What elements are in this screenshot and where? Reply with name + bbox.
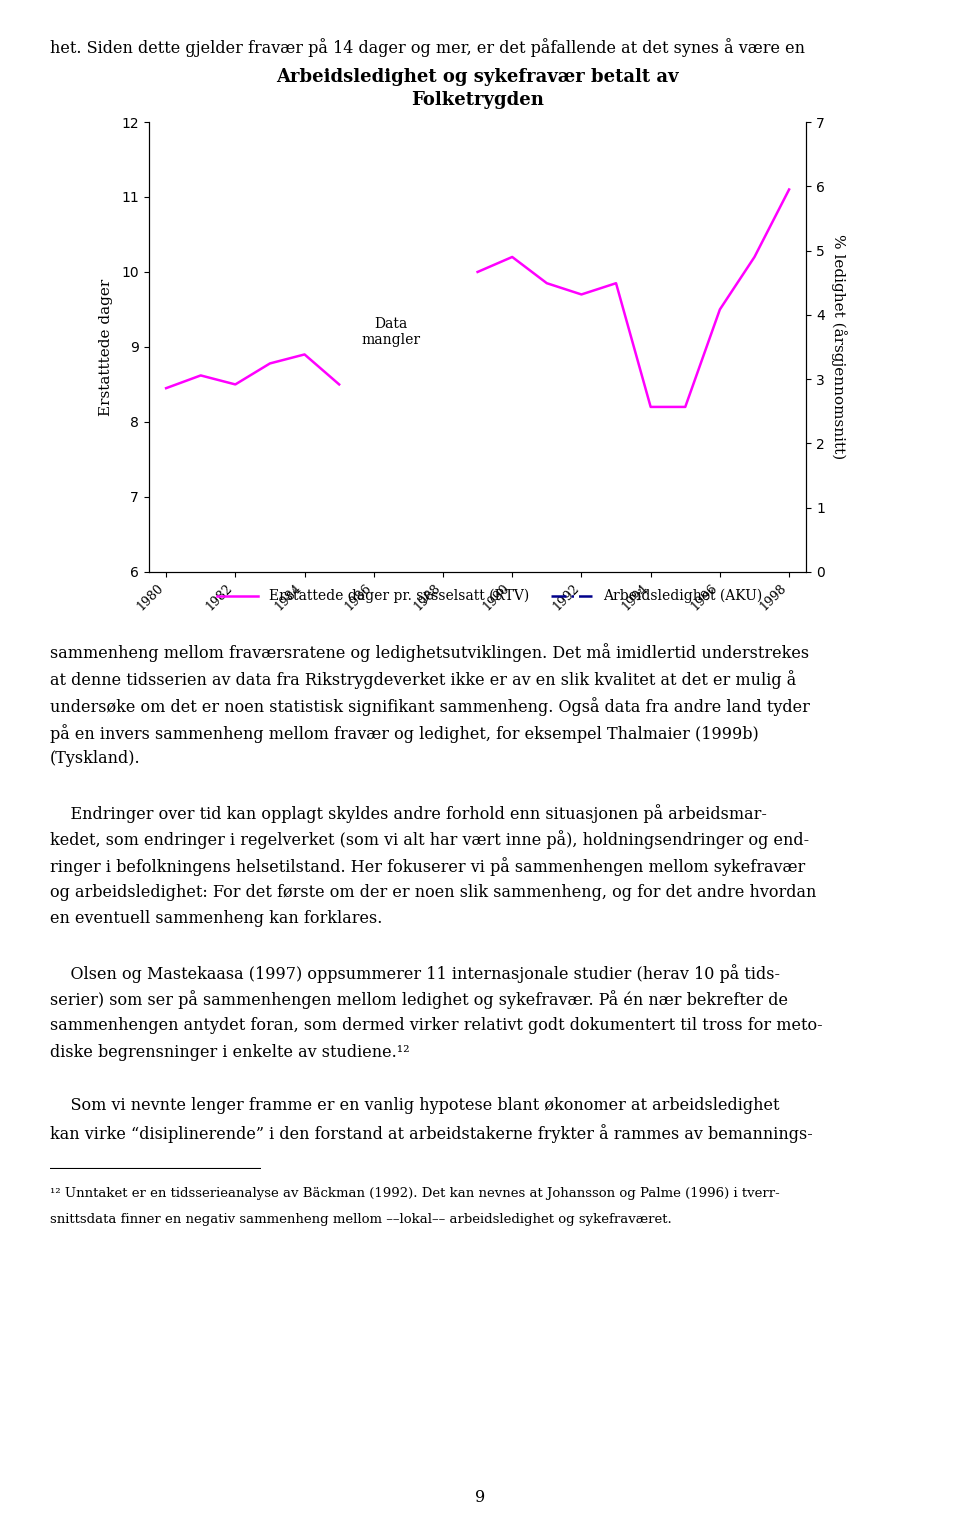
Text: og arbeidsledighet: For det første om der er noen slik sammenheng, og for det an: og arbeidsledighet: For det første om de…	[50, 884, 816, 901]
Text: ringer i befolkningens helsetilstand. Her fokuserer vi på sammenhengen mellom sy: ringer i befolkningens helsetilstand. He…	[50, 857, 805, 875]
Y-axis label: % ledighet (årsgjennomsnitt): % ledighet (årsgjennomsnitt)	[831, 235, 848, 459]
Legend: Erstattede dager pr. sysselsatt (RTV), Arbeidsledighet (AKU): Erstattede dager pr. sysselsatt (RTV), A…	[217, 589, 762, 604]
Text: sammenhengen antydet foran, som dermed virker relativt godt dokumentert til tros: sammenhengen antydet foran, som dermed v…	[50, 1017, 823, 1034]
Text: på en invers sammenheng mellom fravær og ledighet, for eksempel Thalmaier (1999b: på en invers sammenheng mellom fravær og…	[50, 724, 758, 743]
Text: Olsen og Mastekaasa (1997) oppsummerer 11 internasjonale studier (herav 10 på ti: Olsen og Mastekaasa (1997) oppsummerer 1…	[50, 964, 780, 982]
Text: (Tyskland).: (Tyskland).	[50, 750, 140, 767]
Text: sammenheng mellom fraværsratene og ledighetsutviklingen. Det må imidlertid under: sammenheng mellom fraværsratene og ledig…	[50, 644, 809, 662]
Text: 9: 9	[475, 1488, 485, 1507]
Text: Data
mangler: Data mangler	[362, 317, 420, 348]
Y-axis label: Erstatttede dager: Erstatttede dager	[99, 278, 113, 415]
Text: undersøke om det er noen statistisk signifikant sammenheng. Også data fra andre : undersøke om det er noen statistisk sign…	[50, 697, 810, 715]
Text: Endringer over tid kan opplagt skyldes andre forhold enn situasjonen på arbeidsm: Endringer over tid kan opplagt skyldes a…	[50, 804, 767, 822]
Title: Arbeidsledighet og sykefravær betalt av
Folketrygden: Arbeidsledighet og sykefravær betalt av …	[276, 67, 679, 110]
Text: snittsdata finner en negativ sammenheng mellom ––lokal–– arbeidsledighet og syke: snittsdata finner en negativ sammenheng …	[50, 1212, 672, 1226]
Text: Som vi nevnte lenger framme er en vanlig hypotese blant økonomer at arbeidsledig: Som vi nevnte lenger framme er en vanlig…	[50, 1098, 780, 1115]
Text: ¹² Unntaket er en tidsserieanalyse av Bäckman (1992). Det kan nevnes at Johansso: ¹² Unntaket er en tidsserieanalyse av Bä…	[50, 1188, 780, 1200]
Text: kan virke “disiplinerende” i den forstand at arbeidstakerne frykter å rammes av : kan virke “disiplinerende” i den forstan…	[50, 1124, 813, 1142]
Text: serier) som ser på sammenhengen mellom ledighet og sykefravær. På én nær bekreft: serier) som ser på sammenhengen mellom l…	[50, 991, 788, 1010]
Text: at denne tidsserien av data fra Rikstrygdeverket ikke er av en slik kvalitet at : at denne tidsserien av data fra Rikstryg…	[50, 671, 796, 689]
Text: het. Siden dette gjelder fravær på 14 dager og mer, er det påfallende at det syn: het. Siden dette gjelder fravær på 14 da…	[50, 38, 804, 56]
Text: en eventuell sammenheng kan forklares.: en eventuell sammenheng kan forklares.	[50, 910, 382, 927]
Text: diske begrensninger i enkelte av studiene.¹²: diske begrensninger i enkelte av studien…	[50, 1045, 410, 1061]
Text: kedet, som endringer i regelverket (som vi alt har vært inne på), holdningsendri: kedet, som endringer i regelverket (som …	[50, 830, 809, 849]
